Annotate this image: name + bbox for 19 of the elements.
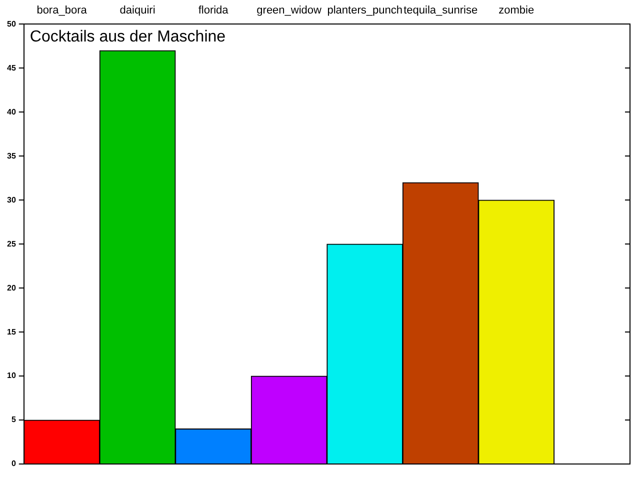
x-tick-label: tequila_sunrise: [404, 4, 478, 17]
y-tick-label: 35: [6, 151, 16, 160]
x-tick-label: daiquiri: [120, 4, 156, 17]
x-tick-label: planters_punch: [327, 4, 402, 17]
y-tick-label: 45: [6, 63, 16, 72]
x-tick-label: florida: [198, 4, 230, 17]
y-tick-label: 40: [6, 107, 16, 116]
y-tick-label: 20: [6, 283, 16, 292]
y-tick-label: 50: [6, 19, 16, 28]
y-tick-label: 25: [6, 239, 16, 248]
y-tick-label: 0: [11, 459, 16, 468]
y-tick-label: 10: [6, 371, 16, 380]
y-tick-label: 5: [11, 415, 16, 424]
y-tick-label: 15: [6, 327, 16, 336]
chart-title: Cocktails aus der Maschine: [30, 28, 226, 46]
x-tick-label: zombie: [498, 4, 534, 17]
x-tick-label: green_widow: [256, 4, 322, 17]
x-tick-label: bora_bora: [36, 4, 88, 17]
y-tick-label: 30: [6, 195, 16, 204]
